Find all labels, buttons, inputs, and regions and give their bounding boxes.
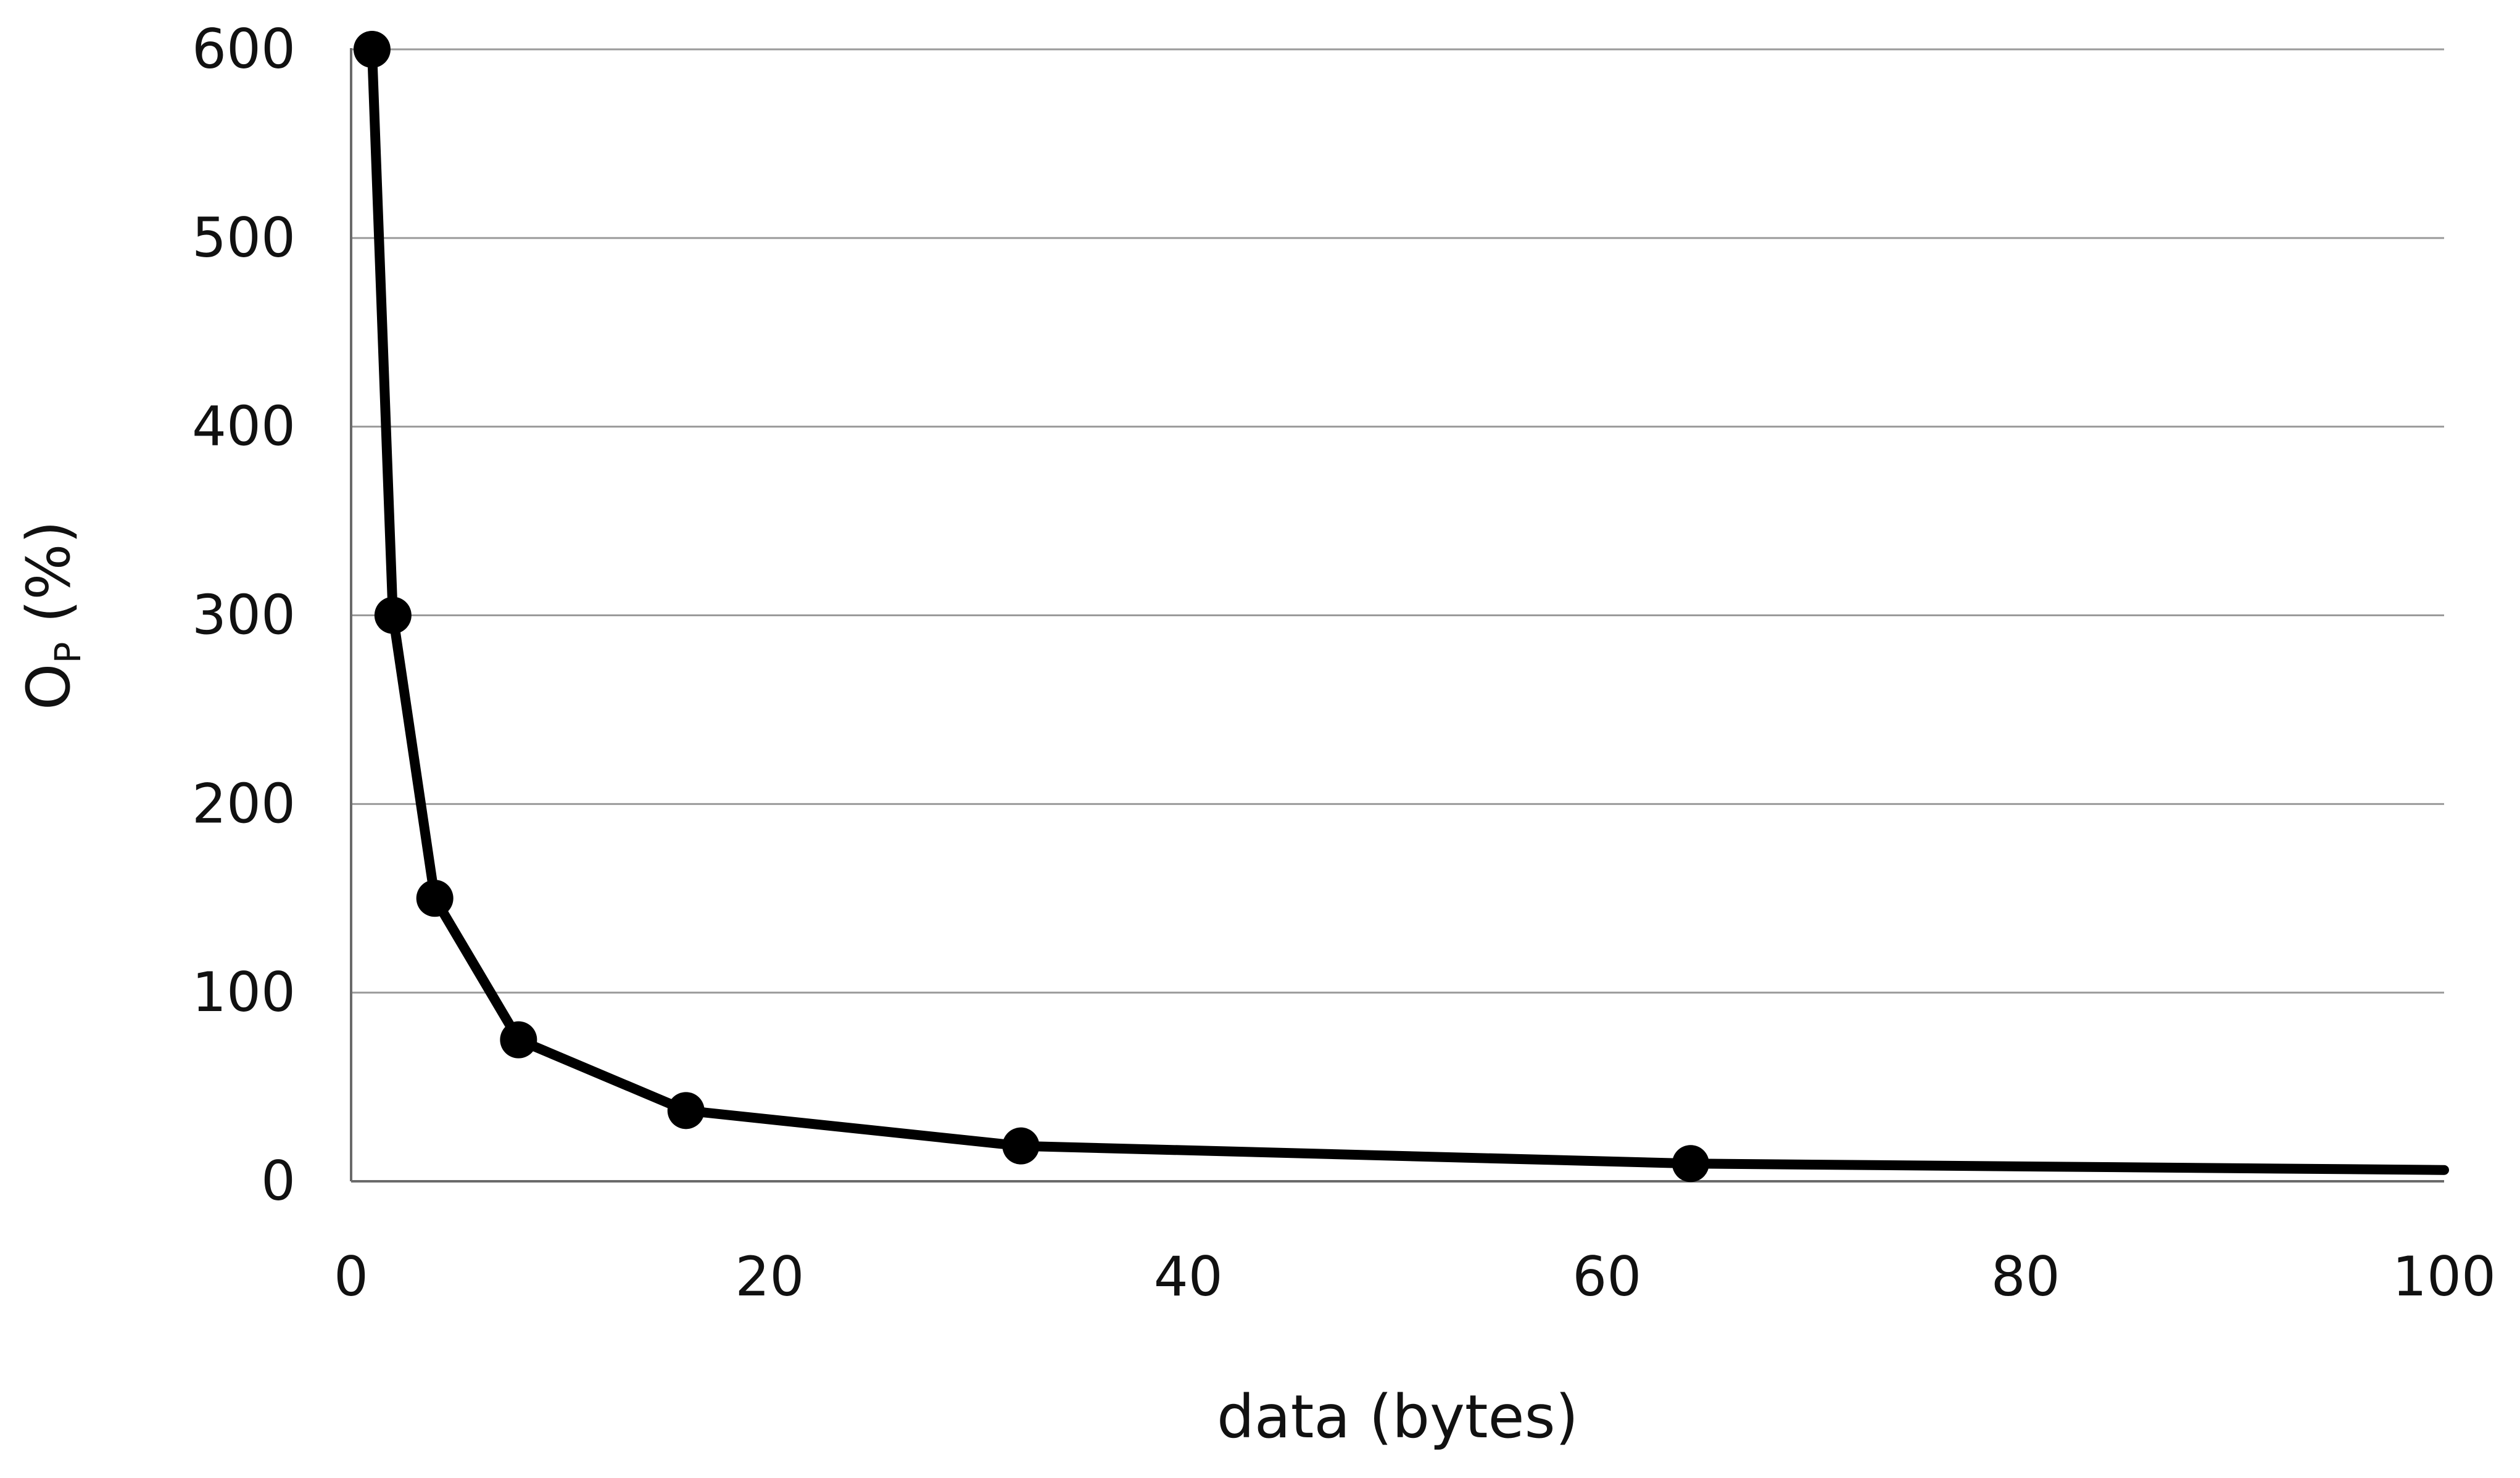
x-tick-label: 60: [1572, 1245, 1641, 1308]
data-point-6: [1672, 1145, 1709, 1183]
data-point-5: [1002, 1127, 1040, 1165]
x-tick-label: 80: [1991, 1245, 2060, 1308]
x-tick-label: 0: [334, 1245, 368, 1308]
gridlines: [351, 48, 2444, 994]
x-tick-label: 40: [1154, 1245, 1223, 1308]
y-axis-title: OP (%): [14, 521, 89, 710]
series-line-group: [367, 44, 2449, 1175]
axes: [350, 48, 2444, 1183]
x-tick-label: 100: [2392, 1245, 2496, 1308]
y-tick-label: 300: [192, 584, 296, 647]
y-axis-title-main: O: [14, 664, 83, 711]
data-point-4: [667, 1092, 705, 1129]
series-line: [367, 44, 2449, 1175]
y-axis-title-suffix: (%): [14, 521, 83, 642]
x-tick-label: 20: [735, 1245, 804, 1308]
y-tick-label: 100: [192, 960, 296, 1024]
y-axis-title-subscript: P: [47, 642, 89, 664]
y-tick-label: 200: [192, 772, 296, 835]
y-tick-label: 400: [192, 395, 296, 458]
data-point-0: [353, 31, 391, 68]
y-tick-label: 600: [192, 17, 296, 81]
x-axis-title: data (bytes): [1217, 1382, 1578, 1451]
data-point-3: [500, 1021, 537, 1059]
data-point-1: [374, 597, 412, 634]
data-points: [353, 31, 1709, 1183]
data-point-2: [416, 880, 454, 917]
y-tick-label: 500: [192, 206, 296, 270]
y-tick-label: 0: [261, 1149, 296, 1213]
tick-labels: 0 100 200 300 400 500 600 0 20 40 60 80 100: [192, 17, 2496, 1308]
